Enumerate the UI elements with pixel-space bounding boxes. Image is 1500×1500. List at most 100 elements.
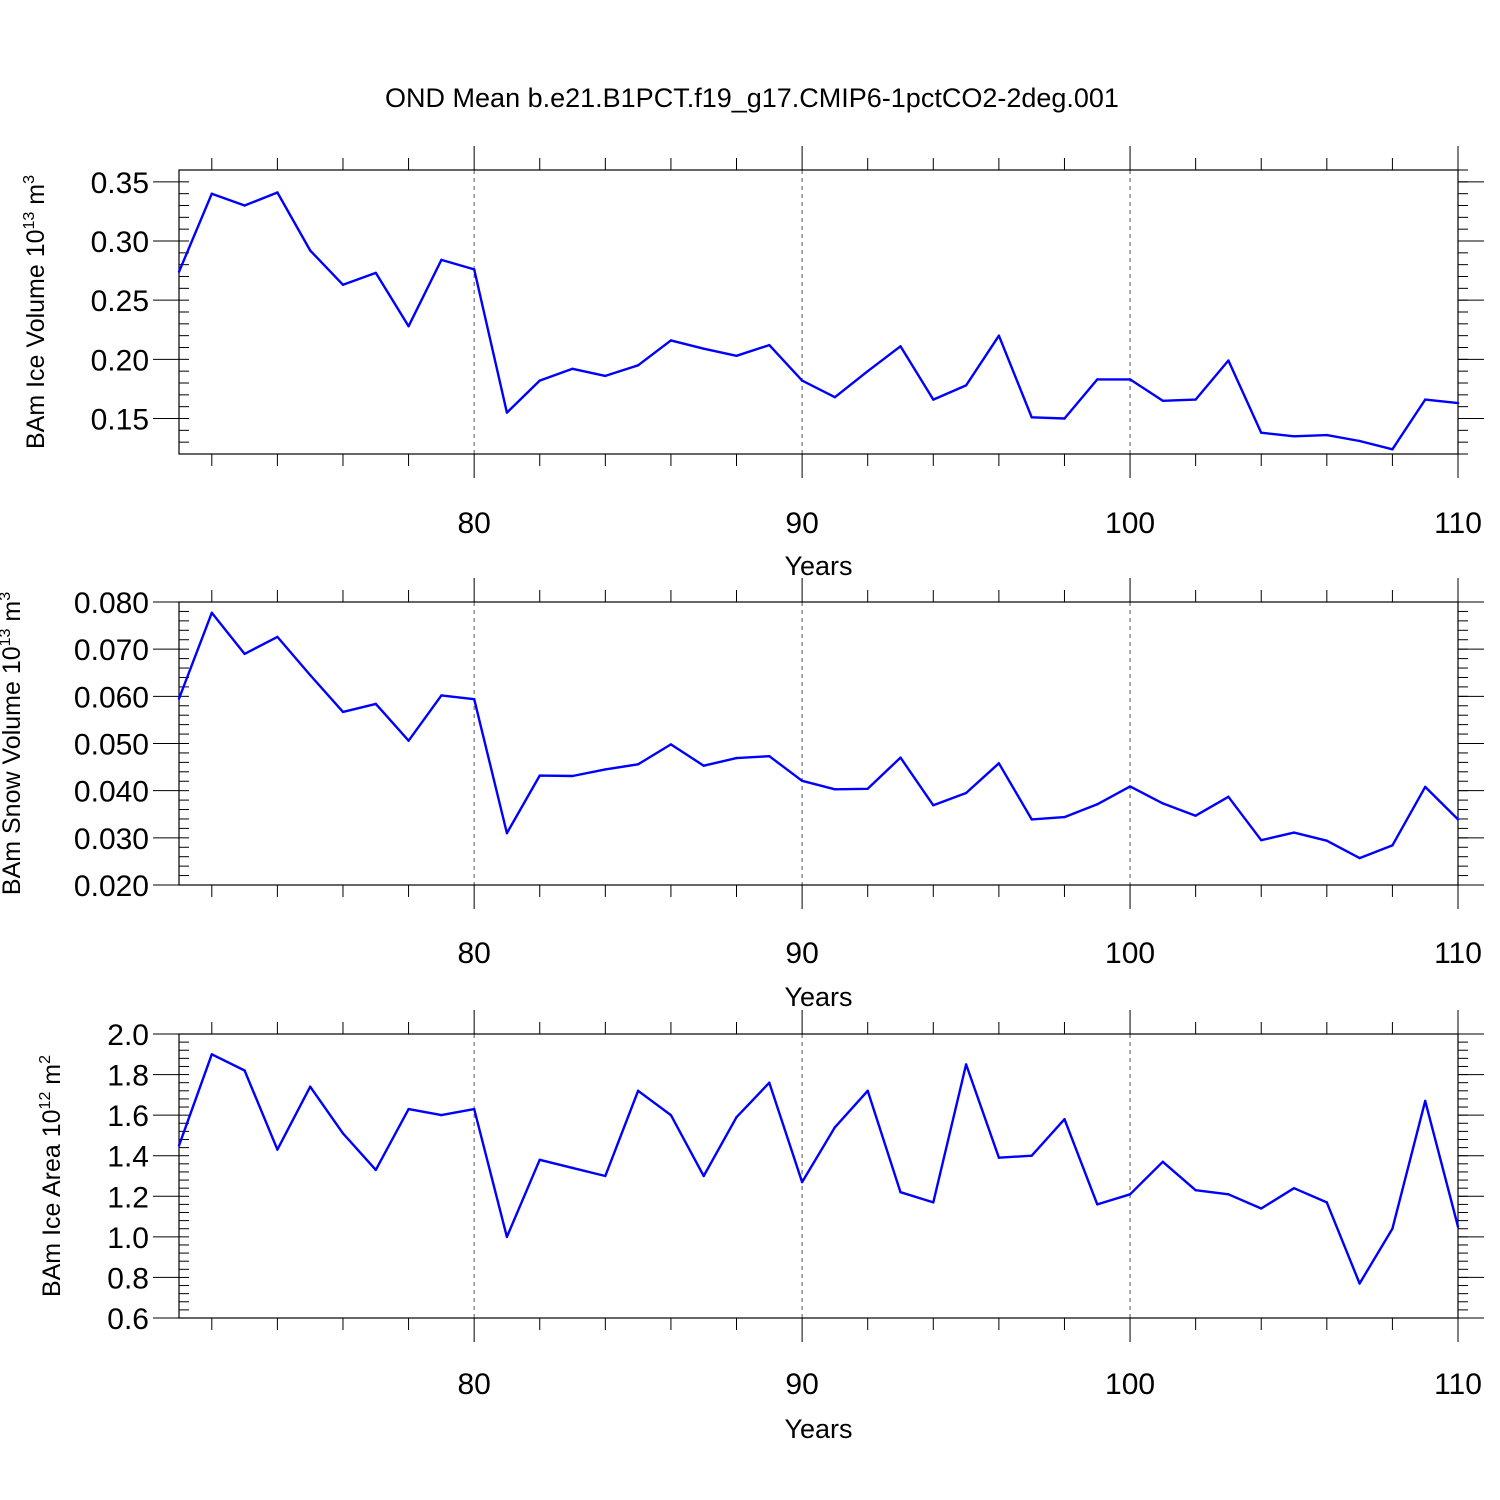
data-point (702, 1174, 705, 1178)
y-axis-label: BAm Ice Volume 1013 m3 (21, 175, 50, 449)
data-point (308, 249, 312, 252)
data-point (669, 1113, 673, 1117)
y-tick-label: 0.6 (107, 1303, 149, 1336)
data-point (1424, 785, 1427, 789)
x-tick-label: 110 (1434, 507, 1482, 540)
data-point (505, 831, 509, 835)
y-tick-label: 0.020 (74, 870, 149, 903)
data-point (1194, 398, 1197, 401)
data-point (341, 283, 345, 286)
chart-panel-2: 0.020 0.030 0.040 0.050 0.060 0.070 0.080 80 90 1… (0, 578, 1484, 1012)
data-point (374, 702, 377, 706)
chart-title: OND Mean b.e21.B1PCT.f19_g17.CMIP6-1pctC… (385, 83, 1119, 113)
data-point (1456, 401, 1460, 405)
data-point (1194, 814, 1197, 817)
data-point (276, 635, 279, 639)
data-point (440, 1113, 443, 1117)
series-line (177, 611, 1459, 860)
data-point (308, 673, 312, 677)
x-axis-label: Years (784, 982, 852, 1012)
data-point (1161, 802, 1165, 805)
x-axis-label: Years (784, 551, 852, 581)
data-point (702, 764, 705, 767)
data-point (997, 334, 1001, 337)
data-point (1292, 435, 1296, 438)
data-point (505, 411, 509, 414)
y-tick-label: 0.8 (107, 1262, 149, 1295)
x-tick-label: 90 (785, 1368, 818, 1401)
data-point (243, 204, 246, 207)
data-point (1391, 448, 1394, 451)
data-point (1424, 1099, 1427, 1103)
data-point (1227, 1193, 1230, 1196)
x-tick-label: 80 (457, 1368, 490, 1401)
data-point (604, 1174, 607, 1178)
y-axis-label-unit: m (38, 1064, 66, 1092)
y-axis-label-unit-exponent: 3 (21, 175, 38, 184)
data-point (407, 739, 410, 742)
data-point (964, 1063, 968, 1066)
data-point (571, 367, 574, 370)
data-point (1260, 838, 1263, 842)
x-tick-label: 100 (1105, 1368, 1155, 1401)
data-point (735, 1115, 738, 1119)
data-point (210, 192, 213, 195)
data-point (866, 787, 869, 790)
data-point (1030, 818, 1033, 821)
y-tick-label: 0.35 (91, 167, 149, 200)
data-point (636, 1089, 640, 1093)
data-point (276, 1148, 279, 1151)
data-point (571, 774, 574, 778)
data-point (768, 343, 771, 347)
y-axis-label-exponent: 12 (37, 1092, 54, 1110)
data-point (1128, 1193, 1132, 1196)
data-point (636, 763, 640, 766)
data-point (538, 379, 541, 382)
data-point (899, 756, 902, 759)
data-point (1161, 1160, 1165, 1164)
data-point (1456, 1225, 1460, 1228)
y-tick-label: 0.15 (91, 404, 149, 437)
plot-frame (178, 1033, 1459, 1319)
y-tick-label: 0.040 (74, 776, 149, 809)
data-point (604, 374, 607, 378)
data-point (1227, 359, 1230, 362)
data-point (735, 756, 738, 760)
data-point (735, 354, 738, 357)
data-point (472, 697, 476, 701)
series-line (177, 191, 1459, 451)
x-tick-label: 110 (1434, 937, 1482, 970)
data-point (440, 258, 443, 262)
data-point (538, 774, 541, 777)
y-axis-label-exponent: 13 (21, 212, 38, 230)
data-point (997, 762, 1001, 765)
data-point (440, 694, 443, 697)
x-tick-label: 100 (1105, 507, 1155, 540)
data-point (308, 1085, 312, 1088)
data-point (1292, 831, 1296, 834)
data-point (472, 268, 476, 271)
x-tick-label: 80 (457, 507, 490, 540)
data-point (932, 1201, 935, 1204)
data-point (800, 379, 804, 382)
data-point (964, 384, 968, 387)
data-point (636, 364, 640, 367)
data-point (505, 1235, 509, 1239)
data-point (1260, 1207, 1263, 1210)
data-point (341, 710, 345, 714)
y-tick-label: 0.30 (91, 226, 149, 259)
x-tick-label: 110 (1434, 1368, 1482, 1401)
data-point (1128, 378, 1132, 381)
data-point (210, 611, 213, 615)
data-point (407, 1107, 410, 1111)
data-point (1128, 785, 1132, 788)
data-point (1227, 795, 1230, 798)
y-tick-label: 1.6 (107, 1100, 149, 1133)
data-point (1096, 378, 1099, 381)
y-tick-label: 0.25 (91, 285, 149, 318)
y-tick-label: 1.4 (107, 1141, 149, 1174)
chart-panel-3: 0.6 0.8 1.0 1.2 1.4 1.6 1.8 2.0 80 90 100 110 Years B… (37, 1010, 1484, 1444)
y-axis-label-unit: m (0, 601, 26, 629)
